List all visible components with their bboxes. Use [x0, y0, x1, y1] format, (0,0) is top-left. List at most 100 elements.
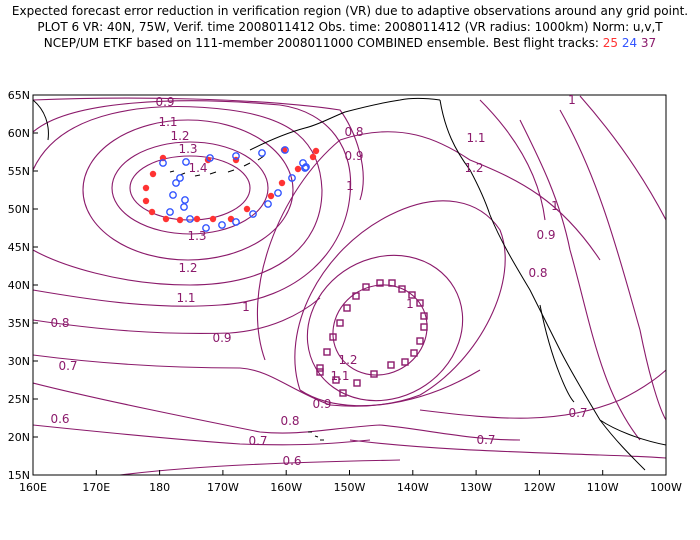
- contour-label: 1.2: [178, 261, 197, 275]
- contour-line: [33, 354, 481, 407]
- track-24-marker: [301, 164, 309, 172]
- track-24-marker: [180, 203, 188, 211]
- title-prefix: NCEP/UM ETKF based on 111-member 2008011…: [43, 36, 599, 50]
- lat-label: 45N: [8, 241, 30, 254]
- track-37-marker: [336, 319, 344, 327]
- track-24-marker: [202, 224, 210, 232]
- track-37-marker: [376, 279, 384, 287]
- track-25-marker: [148, 208, 156, 216]
- contour-label: 1.1: [158, 115, 177, 129]
- contour-line: [559, 109, 666, 421]
- contour-line: [33, 297, 321, 334]
- contour-label: 0.9: [212, 331, 231, 345]
- contour-line: [349, 439, 666, 459]
- lon-label: 160W: [270, 481, 302, 494]
- track-24-marker: [249, 210, 257, 218]
- track-25-label: 25: [602, 36, 618, 50]
- track-24-marker: [258, 149, 266, 157]
- lon-label: 110W: [587, 481, 619, 494]
- contour-line: [294, 200, 506, 407]
- track-24-label: 24: [621, 36, 638, 50]
- track-37-marker: [370, 370, 378, 378]
- track-24-marker: [218, 221, 226, 229]
- track-25-marker: [309, 153, 317, 161]
- contour-line: [82, 119, 294, 261]
- contour-line: [579, 95, 666, 221]
- track-24-marker: [232, 152, 240, 160]
- track-25-marker: [243, 205, 251, 213]
- contour-line: [111, 141, 269, 235]
- track-24-marker: [264, 200, 272, 208]
- track-37-marker: [362, 283, 370, 291]
- track-37-marker: [388, 279, 396, 287]
- track-25-marker: [162, 215, 170, 223]
- track-24-marker: [232, 218, 240, 226]
- track-37-marker: [353, 379, 361, 387]
- lon-label: 160E: [19, 481, 47, 494]
- track-37-marker: [323, 348, 331, 356]
- contour-label: 1.2: [170, 129, 189, 143]
- track-37-label: 37: [640, 36, 657, 50]
- title-line-1: Expected forecast error reduction in ver…: [11, 4, 689, 18]
- contour-line: [519, 119, 641, 441]
- contour-label: 1.3: [178, 142, 197, 156]
- contour-label: 1.1: [176, 291, 195, 305]
- track-24-marker: [274, 189, 282, 197]
- kamchatka: [33, 99, 49, 141]
- lon-label: 170W: [207, 481, 239, 494]
- lat-label: 55N: [8, 165, 30, 178]
- track-37-marker: [343, 304, 351, 312]
- track-25-marker: [294, 165, 302, 173]
- track-24-marker: [281, 146, 289, 154]
- contour-line: [306, 254, 464, 402]
- track-25-marker: [149, 170, 157, 178]
- contour-line: [119, 459, 401, 475]
- hawaii: [308, 431, 324, 441]
- track-24-marker: [166, 208, 174, 216]
- contour-label: 0.6: [282, 454, 301, 468]
- contour-label: 1.1: [466, 131, 485, 145]
- lat-label: 35N: [8, 317, 30, 330]
- track-25-marker: [142, 184, 150, 192]
- lon-label: 170E: [82, 481, 110, 494]
- contour-line: [479, 99, 546, 221]
- contour-label: 1: [242, 300, 250, 314]
- contour-label: 1.4: [188, 161, 207, 175]
- contour-label: 0.9: [536, 228, 555, 242]
- contour-label: 1: [346, 179, 354, 193]
- track-25-marker: [193, 215, 201, 223]
- central-america: [599, 419, 666, 446]
- contour-label: 0.8: [280, 414, 299, 428]
- track-37-marker: [329, 333, 337, 341]
- contour-line: [33, 106, 323, 286]
- track-25-marker: [312, 147, 320, 155]
- contour-label: 0.7: [568, 406, 587, 420]
- contour-label: 0.8: [528, 266, 547, 280]
- track-37-marker: [398, 285, 406, 293]
- track-24-marker: [176, 174, 184, 182]
- lat-label: 50N: [8, 203, 30, 216]
- north-america-west-coast: [439, 99, 646, 471]
- contour-line: [33, 424, 371, 446]
- track-24-marker: [186, 215, 194, 223]
- contour-label: 1: [406, 297, 414, 311]
- track-24-marker: [302, 163, 310, 171]
- contour-line: [419, 369, 666, 419]
- lon-label: 180: [149, 481, 170, 494]
- contour-line: [257, 131, 601, 361]
- track-37-marker: [401, 358, 409, 366]
- track-24-marker: [288, 174, 296, 182]
- track-37-marker: [387, 361, 395, 369]
- lat-label: 65N: [8, 89, 30, 102]
- track-25-marker: [278, 179, 286, 187]
- contour-label: 0.8: [50, 316, 69, 330]
- track-37-marker: [408, 291, 416, 299]
- track-24-marker: [181, 196, 189, 204]
- title-line-3: NCEP/UM ETKF based on 111-member 2008011…: [0, 36, 700, 50]
- alaska-coast: [249, 98, 441, 151]
- contour-label: 1.2: [464, 161, 483, 175]
- contour-label: 0.9: [344, 149, 363, 163]
- contour-label: 0.7: [476, 433, 495, 447]
- track-25-marker: [142, 197, 150, 205]
- contour-label: 0.9: [312, 397, 331, 411]
